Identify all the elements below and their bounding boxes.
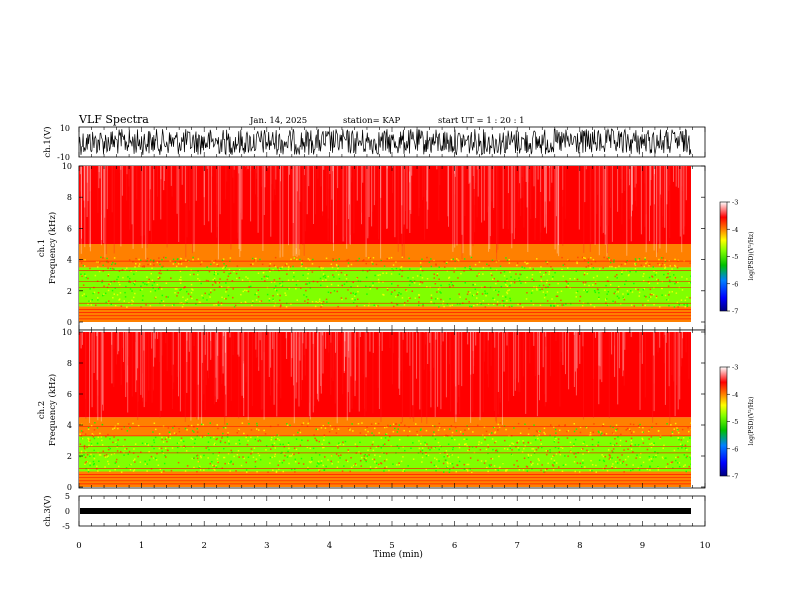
ch1-colorbar-label: log(PSD)(V²/Hz) [748,232,755,281]
time-tick-label-8: 8 [577,541,582,551]
ch1-colorbar-tick-2: -5 [732,253,738,261]
ch1-freq-tick-5: 10 [62,162,72,171]
ch1-freq-tick-4: 8 [67,193,72,202]
ch3-waveform-band [80,508,691,514]
time-tick-label-2: 2 [201,541,206,551]
time-axis-ticks [78,127,706,526]
ch3-ytick-mid: 0 [65,507,70,516]
ch1-colorbar-tick-0: -3 [732,199,738,207]
time-axis-label: Time (min) [373,549,423,560]
ch2-spec-band-1 [79,435,691,472]
ch2-colorbar-tick-3: -6 [732,445,738,453]
ch1-colorbar-tick-1: -4 [732,226,738,234]
ch1-freq-ticks: 0 2 4 6 8 10 [62,162,705,327]
ch1-spec-band-3 [79,166,691,244]
ch2-spectrogram-ylabel-channel: ch.2 [37,401,47,419]
ch2-spectrogram-panel: 0 2 4 6 8 10 ch.2 Frequency (kHz) [37,328,706,492]
ch1-ytick-top: 10 [60,124,70,133]
ch2-spec-band-0 [79,471,691,487]
time-tick-label-5: 5 [389,541,394,551]
ch3-ytick-bottom: -5 [62,522,70,531]
ch1-colorbar-tick-4: -7 [732,308,738,316]
ch2-freq-tick-3: 6 [67,390,72,399]
ch1-freq-tick-1: 2 [67,287,72,296]
time-tick-label-0: 0 [76,541,81,551]
ch2-freq-tick-2: 4 [67,421,72,430]
ch2-freq-tick-5: 10 [62,328,72,337]
ch2-colorbar-label: log(PSD)(V²/Hz) [748,397,755,446]
ch2-freq-ticks: 0 2 4 6 8 10 [62,328,705,492]
ch2-freq-tick-0: 0 [67,483,72,492]
ch1-spec-band-0 [79,306,691,322]
ch1-ylabel: ch.1(V) [42,126,53,157]
time-tick-label-9: 9 [640,541,645,551]
time-tick-label-4: 4 [327,541,332,551]
ch1-waveform-line [79,128,692,156]
ch3-ytick-top: 5 [65,492,70,501]
time-axis-tick-labels: 0 1 2 3 4 5 6 7 8 9 10 [76,541,710,551]
ch2-spec-band-3 [79,332,691,418]
time-tick-label-3: 3 [264,541,269,551]
ch1-colorbar: -3 -4 -5 -6 -7 log(PSD)(V²/Hz) [719,199,755,316]
ch1-spec-band-1 [79,267,691,307]
time-tick-label-10: 10 [700,541,711,551]
ch2-colorbar-tick-4: -7 [732,473,738,481]
ch1-freq-tick-0: 0 [67,318,72,327]
figure-title: VLF Spectra [78,113,149,126]
date-label: Jan. 14, 2025 [249,116,307,126]
ch1-ytick-bottom: -10 [57,153,70,162]
station-label: station= KAP [343,116,401,126]
ch2-freq-tick-1: 2 [67,452,72,461]
ch2-colorbar: -3 -4 -5 -6 -7 log(PSD)(V²/Hz) [719,364,755,481]
ch2-colorbar-tick-1: -4 [732,391,738,399]
ch1-colorbar-tick-3: -6 [732,280,738,288]
ch3-waveform-trace [80,508,691,514]
ch2-spectrogram-image [79,332,691,487]
ch2-freq-tick-4: 8 [67,359,72,368]
ch2-colorbar-tick-2: -5 [732,418,738,426]
ch1-freq-tick-3: 6 [67,224,72,233]
time-tick-label-7: 7 [514,541,519,551]
ch3-ylabel: ch.3(V) [42,495,53,526]
time-tick-label-1: 1 [139,541,144,551]
ch2-spectrogram-ylabel-freq: Frequency (kHz) [47,374,58,446]
ch1-spectrogram-panel: 0 2 4 6 8 10 ch.1 Frequency (kHz) [37,162,706,331]
ch2-colorbar-tick-0: -3 [732,364,738,372]
time-tick-label-6: 6 [452,541,457,551]
ch1-spec-band-2 [79,244,691,268]
ch1-spectrogram-ylabel-freq: Frequency (kHz) [47,212,58,284]
ch1-spectrogram-ylabel-channel: ch.1 [37,239,47,257]
start-time-label: start UT = 1 : 20 : 1 [438,116,525,126]
ch1-freq-tick-2: 4 [67,256,72,265]
ch1-spectrogram-image [79,166,691,322]
ch1-waveform-trace [79,128,692,156]
